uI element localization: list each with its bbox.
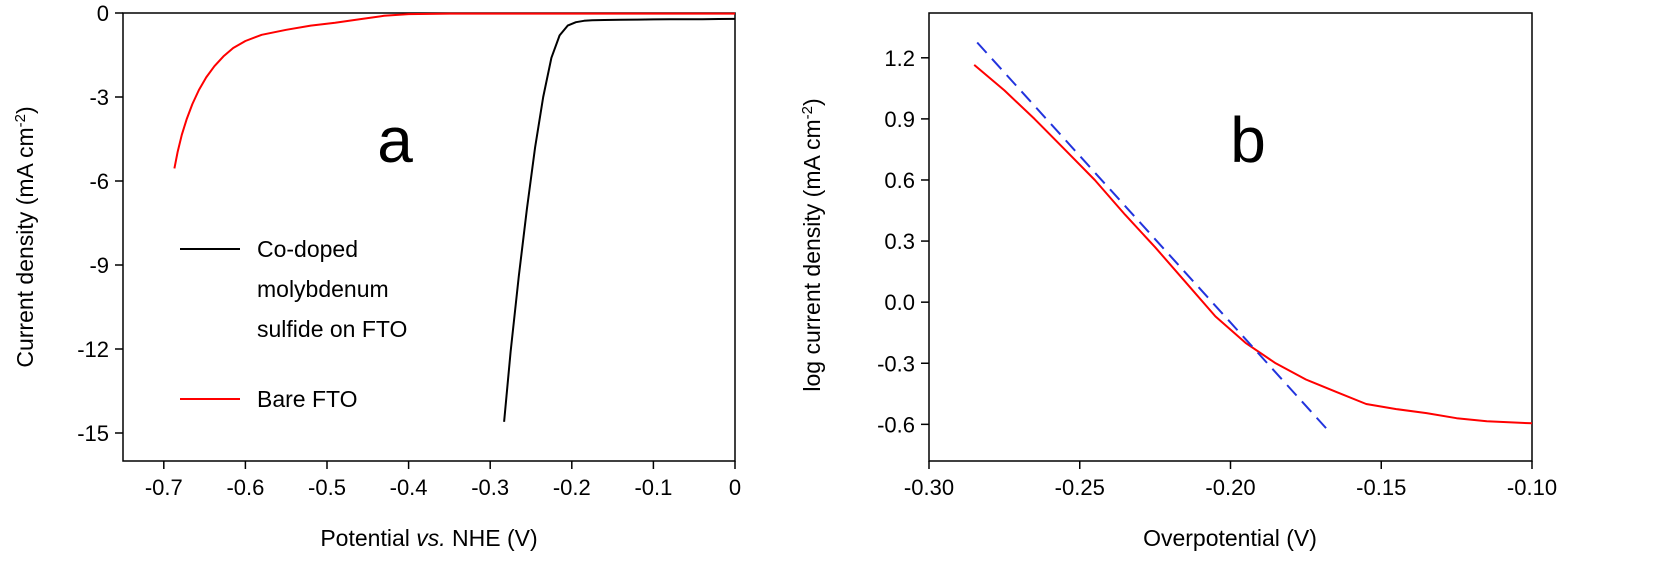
panel-b-y-tick-label: -0.6	[877, 412, 915, 437]
panel-a-y-tick-label: -9	[89, 253, 109, 278]
panel-b-y-tick-label: 0.9	[884, 107, 915, 132]
panel-a-y-axis-label: Current density (mA cm-2)	[12, 106, 39, 367]
panel-b-y-tick-label: 1.2	[884, 46, 915, 71]
panel-a-y-tick-label: -3	[89, 85, 109, 110]
panel-a-x-tick-label: -0.7	[145, 475, 183, 500]
panel-a-series	[173, 12, 736, 422]
panel-b-chart: -0.30 -0.25 -0.20 -0.15 -0.10 1.2 0.9 0.6 0.3 0.…	[799, 12, 1557, 551]
panel-a-chart: -0.7 -0.6 -0.5 -0.4 -0.3 -0.2 -0.1 0 0 -3 -6 -9 -12…	[12, 1, 742, 551]
panel-a-plot-frame	[122, 12, 736, 462]
panel-b-x-tick-label: -0.25	[1055, 475, 1105, 500]
panel-b-series-line-1	[973, 64, 1533, 425]
panel-b-y-tick-label: 0.0	[884, 290, 915, 315]
panel-b-x-axis-label: Overpotential (V)	[1143, 525, 1317, 551]
panel-a-y-ticks: 0 -3 -6 -9 -12 -15	[77, 1, 123, 446]
panel-b-x-tick-label: -0.15	[1356, 475, 1406, 500]
panel-b-x-tick-label: -0.30	[904, 475, 954, 500]
panel-b-series	[973, 41, 1533, 434]
panel-b-y-tick-label: 0.3	[884, 229, 915, 254]
panel-b-x-tick-label: -0.20	[1205, 475, 1255, 500]
legend-label-co-doped-line-3: sulfide on FTO	[257, 316, 407, 342]
panel-a-x-tick-label: 0	[729, 475, 741, 500]
legend-label-co-doped-line-1: Co-doped	[257, 236, 358, 262]
panel-a-y-tick-label: -6	[89, 169, 109, 194]
panel-a-series-line-2	[173, 12, 735, 169]
panel-a-y-tick-label: 0	[97, 1, 109, 26]
panel-b-series-line-2	[976, 41, 1331, 434]
panel-a-x-tick-label: -0.2	[553, 475, 591, 500]
panel-b-letter-label: b	[1230, 104, 1266, 176]
panel-a-x-axis-label: Potential vs. NHE (V)	[320, 525, 537, 551]
panel-b-x-ticks: -0.30 -0.25 -0.20 -0.15 -0.10	[904, 461, 1557, 500]
legend-label-bare-fto: Bare FTO	[257, 386, 358, 412]
panel-a-y-tick-label: -12	[77, 337, 109, 362]
panel-a-x-tick-label: -0.5	[308, 475, 346, 500]
panel-b-x-tick-label: -0.10	[1507, 475, 1557, 500]
panel-a-x-tick-label: -0.1	[634, 475, 672, 500]
panel-b-y-ticks: 1.2 0.9 0.6 0.3 0.0 -0.3 -0.6	[877, 46, 929, 437]
panel-a-letter-label: a	[377, 104, 413, 176]
panel-a-x-tick-label: -0.6	[226, 475, 264, 500]
panel-b-plot-frame	[928, 12, 1533, 462]
panel-a-x-tick-label: -0.4	[390, 475, 428, 500]
panel-a-legend: Co-doped molybdenum sulfide on FTO Bare …	[180, 236, 407, 412]
panel-b-y-axis-label: log current density (mA cm-2)	[799, 98, 826, 391]
panel-b-y-tick-label: 0.6	[884, 168, 915, 193]
panel-a-x-tick-label: -0.3	[471, 475, 509, 500]
legend-label-co-doped-line-2: molybdenum	[257, 276, 389, 302]
panel-b-y-tick-label: -0.3	[877, 351, 915, 376]
panel-a-x-ticks: -0.7 -0.6 -0.5 -0.4 -0.3 -0.2 -0.1 0	[145, 461, 741, 500]
panel-a-series-line-1	[503, 17, 736, 422]
panel-a-y-tick-label: -15	[77, 421, 109, 446]
